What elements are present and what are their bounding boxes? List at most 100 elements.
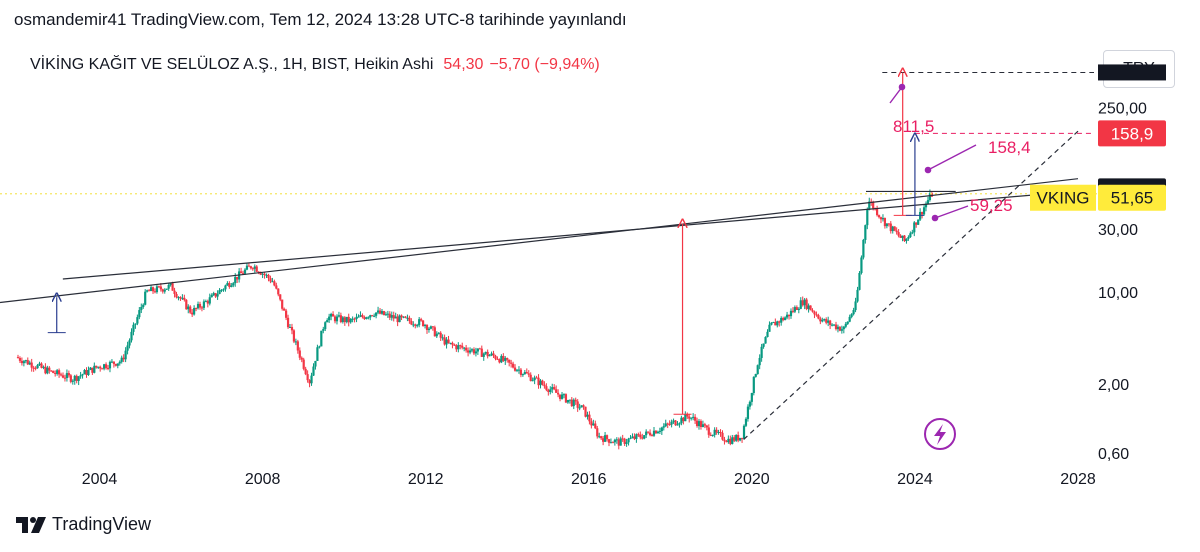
- candle-body: [339, 315, 342, 322]
- candle-body: [56, 370, 59, 374]
- candle-body: [267, 274, 270, 279]
- candle-body: [75, 375, 78, 381]
- candle-body: [615, 439, 618, 441]
- candle-body: [713, 429, 716, 435]
- candle-body: [664, 423, 667, 427]
- candle-body: [819, 318, 822, 322]
- candle-body: [351, 318, 354, 320]
- candle-body: [510, 362, 513, 364]
- tradingview-logo[interactable]: TradingView: [16, 514, 151, 535]
- candle-body: [134, 323, 137, 325]
- candle-body: [647, 431, 650, 433]
- candle-body: [20, 360, 24, 364]
- candle-body: [897, 232, 900, 236]
- annotation-dot: [898, 83, 906, 91]
- symbol-tag-background: [1030, 184, 1096, 211]
- candle-body: [521, 374, 524, 376]
- candle-body: [813, 311, 816, 315]
- candle-body: [922, 207, 926, 215]
- candle-body: [782, 318, 785, 321]
- candle-body: [288, 326, 292, 328]
- candle-body: [384, 314, 388, 316]
- candle-body: [347, 316, 350, 323]
- candle-body: [232, 283, 235, 286]
- candle-body: [380, 311, 384, 314]
- price-chart[interactable]: 811,5 158,4 59,25 2004 2008 2012 2016 2020 2024…: [0, 0, 1200, 510]
- candle-body: [830, 324, 834, 326]
- candle-body: [553, 387, 556, 390]
- candle-body: [193, 308, 196, 315]
- symbol-tag-label: VKING: [1037, 189, 1090, 208]
- candle-body: [175, 293, 178, 298]
- candle-body: [439, 332, 442, 338]
- candle-body: [42, 366, 45, 368]
- candle-body: [721, 432, 724, 440]
- candle-body: [627, 438, 630, 443]
- lightning-icon[interactable]: [924, 418, 956, 450]
- candle-body: [797, 308, 800, 310]
- candle-body: [459, 345, 462, 347]
- candle-body: [243, 269, 247, 274]
- candle-body: [159, 286, 162, 290]
- candle-body: [200, 307, 204, 309]
- candle-body: [16, 357, 20, 359]
- candle-body: [463, 347, 466, 349]
- candle-body: [913, 222, 916, 233]
- candle-body: [204, 301, 207, 303]
- candle-body: [59, 374, 63, 376]
- candle-body: [153, 291, 157, 293]
- candle-body: [903, 235, 906, 242]
- candle-body: [208, 297, 211, 304]
- candle-body: [306, 374, 309, 381]
- candle-body: [666, 423, 669, 425]
- candle-body: [474, 351, 478, 354]
- candle-body: [547, 389, 550, 393]
- candle-body: [224, 285, 227, 290]
- candle-body: [484, 351, 487, 354]
- candle-body: [140, 306, 143, 311]
- candle-body: [341, 317, 344, 322]
- candle-body: [249, 266, 252, 269]
- candle-body: [292, 330, 296, 342]
- candle-body: [885, 223, 888, 227]
- candle-body: [829, 320, 832, 325]
- candle-body: [333, 316, 337, 322]
- candle-body: [394, 316, 397, 319]
- candle-body: [396, 316, 399, 323]
- x-tick-label: 2016: [571, 471, 607, 488]
- candle-body: [345, 316, 348, 323]
- candle-body: [181, 297, 184, 299]
- candle-body: [674, 420, 677, 426]
- candle-body: [590, 421, 593, 426]
- candle-body: [22, 361, 25, 364]
- candle-body: [85, 369, 88, 375]
- candle-body: [453, 344, 456, 346]
- candle-body: [312, 366, 315, 376]
- candle-body: [304, 368, 307, 375]
- candle-body: [222, 289, 225, 291]
- candle-body: [637, 434, 640, 436]
- candle-body: [421, 320, 425, 327]
- candle-body: [461, 345, 464, 348]
- candle-body: [447, 339, 450, 343]
- candle-body: [750, 393, 753, 402]
- candle-body: [727, 438, 730, 443]
- candle-body: [302, 359, 305, 369]
- candle-body: [216, 294, 219, 297]
- candle-body: [420, 319, 423, 321]
- candle-body: [492, 353, 495, 356]
- price-tag-label: 158,9: [1111, 124, 1154, 143]
- candle-body: [308, 380, 311, 384]
- candle-body: [519, 369, 523, 375]
- candle-body: [709, 434, 712, 436]
- candle-body: [551, 387, 554, 390]
- candle-body: [378, 310, 382, 314]
- candle-body: [177, 297, 180, 299]
- candle-body: [212, 293, 215, 296]
- candle-body: [535, 377, 538, 379]
- candle-body: [707, 427, 710, 435]
- candle-body: [774, 322, 777, 326]
- axes: 2004 2008 2012 2016 2020 2024 2028 250,00 30,00 1…: [82, 64, 1166, 488]
- candle-body: [915, 222, 918, 225]
- candle-body: [331, 313, 335, 317]
